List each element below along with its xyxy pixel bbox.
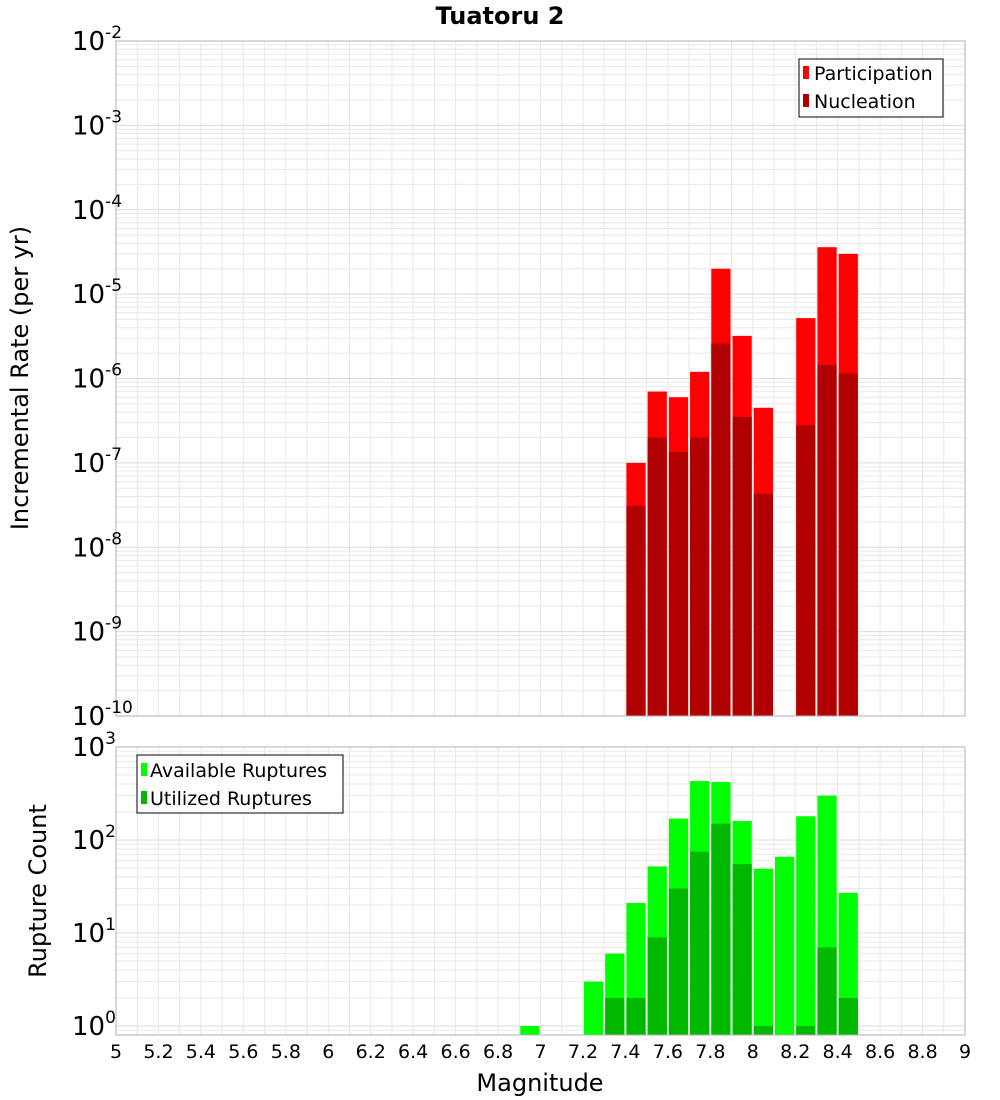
x-tick-label: 5.4 bbox=[186, 1041, 216, 1063]
rate-y-tick-labels: 10-2 10-3 10-4 10-5 10-6 10-7 10-8 10-9 10-10 bbox=[72, 23, 133, 732]
count-frame bbox=[115, 746, 966, 1036]
legend-available-label: Available Ruptures bbox=[150, 760, 327, 782]
rate-panel: 10-2 10-3 10-4 10-5 10-6 10-7 10-8 10-9 10-10 In… bbox=[6, 23, 966, 732]
rate-legend-box bbox=[798, 58, 944, 118]
nucleation-bar bbox=[711, 343, 731, 716]
y-tick-label: 10-2 bbox=[72, 23, 122, 57]
y-tick-label: 100 bbox=[72, 1008, 116, 1042]
nucleation-bar bbox=[838, 373, 858, 716]
rate-gridlines bbox=[115, 40, 966, 717]
available-ruptures-bar bbox=[796, 816, 816, 1035]
x-tick-label: 6.4 bbox=[398, 1041, 428, 1063]
nucleation-bar bbox=[668, 451, 689, 716]
legend-nucleation-label: Nucleation bbox=[814, 91, 916, 113]
nucleation-bar bbox=[753, 493, 773, 716]
x-tick-label: 8.2 bbox=[780, 1041, 810, 1063]
x-tick-label: 5 bbox=[110, 1041, 122, 1063]
utilized-ruptures-bar bbox=[796, 1025, 816, 1035]
x-axis-label: Magnitude bbox=[476, 1069, 603, 1097]
x-tick-label: 8.6 bbox=[865, 1041, 895, 1063]
count-bars bbox=[520, 781, 858, 1035]
x-tick-label: 8 bbox=[747, 1041, 759, 1063]
count-y-axis-label: Rupture Count bbox=[24, 804, 52, 978]
legend-utilized-label: Utilized Ruptures bbox=[150, 788, 312, 810]
y-tick-label: 10-7 bbox=[72, 445, 122, 479]
rate-y-axis-label: Incremental Rate (per yr) bbox=[6, 226, 34, 530]
nucleation-bar bbox=[690, 437, 710, 716]
y-tick-label: 10-3 bbox=[72, 107, 122, 141]
nucleation-bar bbox=[817, 364, 837, 716]
x-tick-label: 7 bbox=[534, 1041, 546, 1063]
available-ruptures-bar bbox=[774, 856, 795, 1035]
nucleation-bar bbox=[647, 437, 667, 716]
available-ruptures-bar bbox=[520, 1025, 540, 1035]
nucleation-bar bbox=[626, 505, 646, 716]
y-tick-label: 102 bbox=[72, 822, 116, 856]
count-y-tick-labels: 103 102 101 100 bbox=[72, 729, 116, 1042]
x-tick-label: 6.6 bbox=[440, 1041, 470, 1063]
available-ruptures-bar bbox=[583, 981, 604, 1035]
x-tick-labels: 5 5.2 5.4 5.6 5.8 6 6.2 6.4 6.6 6.8 7 7.2 7.4 7.6 7.8 8… bbox=[110, 1041, 971, 1063]
count-legend-box bbox=[136, 754, 344, 814]
available-ruptures-bar bbox=[753, 868, 773, 1035]
utilized-ruptures-bar bbox=[753, 1025, 773, 1035]
x-tick-label: 6.2 bbox=[356, 1041, 386, 1063]
y-tick-label: 10-6 bbox=[72, 361, 122, 395]
y-tick-label: 10-4 bbox=[72, 192, 122, 226]
legend-participation-swatch bbox=[803, 66, 809, 79]
legend-utilized-swatch bbox=[141, 791, 147, 804]
rate-legend: Participation Nucleation bbox=[798, 58, 944, 118]
legend-nucleation-swatch bbox=[803, 94, 809, 107]
rate-frame bbox=[115, 40, 966, 717]
count-panel: 103 102 101 100 Rupture Count Available Rup… bbox=[24, 729, 971, 1097]
x-tick-label: 7.4 bbox=[610, 1041, 640, 1063]
y-tick-label: 103 bbox=[72, 729, 116, 763]
utilized-ruptures-bar bbox=[626, 997, 646, 1035]
x-tick-label: 7.6 bbox=[653, 1041, 683, 1063]
x-tick-label: 9 bbox=[959, 1041, 971, 1063]
x-tick-label: 8.8 bbox=[907, 1041, 937, 1063]
nucleation-bar bbox=[732, 416, 752, 716]
x-tick-label: 5.2 bbox=[143, 1041, 173, 1063]
chart-title: Tuatoru 2 bbox=[436, 2, 565, 30]
x-tick-label: 8.4 bbox=[823, 1041, 853, 1063]
utilized-ruptures-bar bbox=[732, 864, 752, 1035]
y-tick-label: 10-9 bbox=[72, 614, 122, 648]
utilized-ruptures-bar bbox=[605, 997, 625, 1035]
x-tick-label: 6 bbox=[322, 1041, 334, 1063]
count-legend: Available Ruptures Utilized Ruptures bbox=[136, 754, 344, 814]
utilized-ruptures-bar bbox=[668, 888, 689, 1035]
x-tick-label: 5.8 bbox=[271, 1041, 301, 1063]
y-tick-label: 10-10 bbox=[72, 698, 133, 732]
x-tick-label: 7.8 bbox=[695, 1041, 725, 1063]
utilized-ruptures-bar bbox=[711, 823, 731, 1035]
legend-available-swatch bbox=[141, 763, 147, 776]
y-tick-label: 10-8 bbox=[72, 529, 122, 563]
utilized-ruptures-bar bbox=[817, 947, 837, 1035]
utilized-ruptures-bar bbox=[838, 997, 858, 1035]
x-tick-label: 7.2 bbox=[568, 1041, 598, 1063]
utilized-ruptures-bar bbox=[647, 937, 667, 1035]
utilized-ruptures-bar bbox=[690, 851, 710, 1035]
y-tick-label: 10-5 bbox=[72, 276, 122, 310]
rate-bars bbox=[626, 247, 858, 716]
nucleation-bar bbox=[796, 425, 816, 716]
y-tick-label: 101 bbox=[72, 915, 116, 949]
x-tick-label: 5.6 bbox=[228, 1041, 258, 1063]
legend-participation-label: Participation bbox=[814, 63, 933, 85]
x-tick-label: 6.8 bbox=[483, 1041, 513, 1063]
